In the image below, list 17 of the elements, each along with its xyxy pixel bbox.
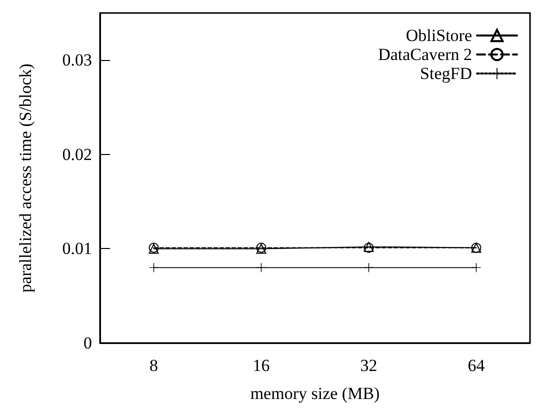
point (149, 263, 158, 272)
point (472, 263, 481, 272)
x-tick-label: 64 (468, 356, 486, 375)
y-tick-label: 0 (84, 334, 92, 352)
legend-label: ObliStore (406, 26, 472, 45)
x-tick-label: 8 (150, 356, 158, 375)
x-tick-label: 32 (360, 356, 378, 375)
legend-label: StegFD (420, 64, 472, 83)
legend-label: DataCavern 2 (378, 45, 472, 64)
point (256, 263, 266, 272)
y-axis-title: parallelized access time (S/block) (16, 64, 35, 292)
y-tick-label: 0.01 (62, 239, 92, 258)
x-axis-title: memory size (MB) (250, 384, 380, 403)
y-tick-label: 0.03 (62, 50, 92, 70)
x-tick-label: 16 (252, 356, 270, 375)
point (364, 263, 374, 272)
y-tick-label: 0.02 (62, 144, 92, 164)
